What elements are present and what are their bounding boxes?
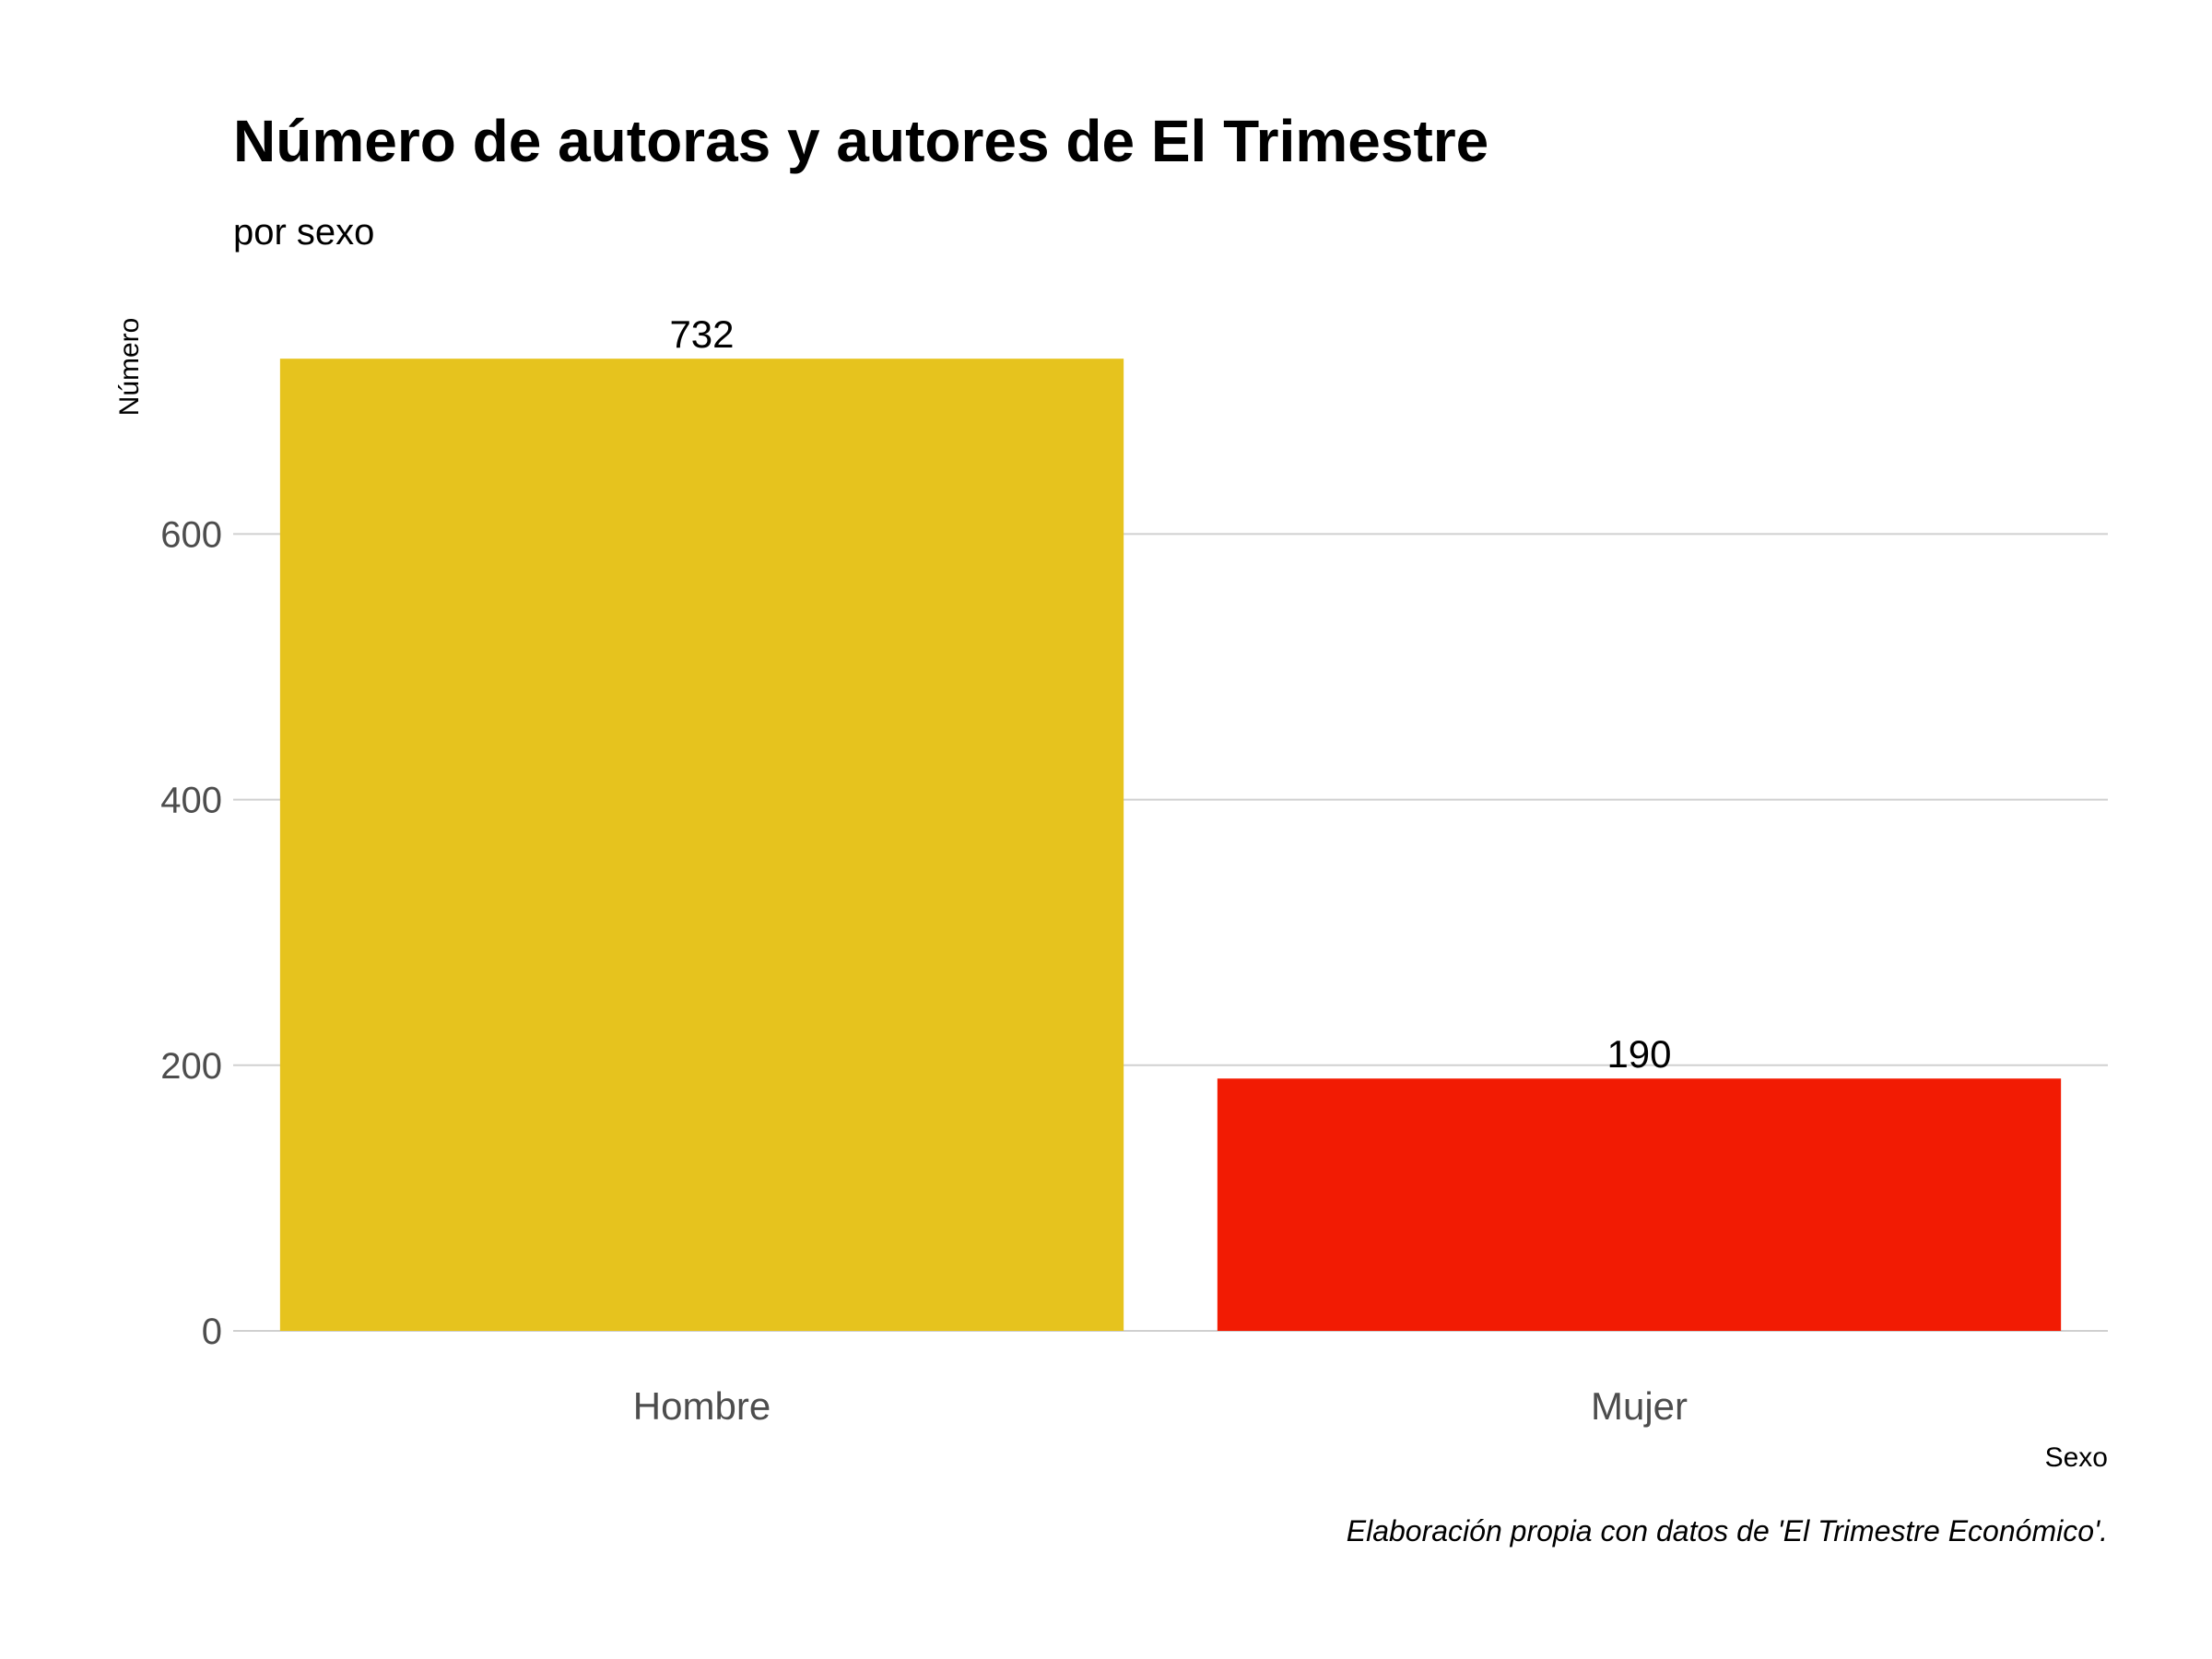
chart-title: Número de autoras y autores de El Trimes… [233,108,1488,174]
chart-subtitle: por sexo [233,212,374,253]
x-axis-label: Sexo [2045,1442,2108,1473]
x-axis-ticks: Hombre Mujer [633,1384,1688,1428]
bar-mujer [1217,1078,2062,1331]
bar-hombre [279,359,1124,1332]
chart-caption: Elaboración propia con datos de 'El Trim… [1347,1514,2108,1547]
data-label-mujer: 190 [1606,1032,1671,1076]
bars [279,359,2062,1332]
y-tick-label-400: 400 [160,781,222,821]
y-tick-label-200: 200 [160,1046,222,1087]
y-tick-label-600: 600 [160,514,222,555]
y-tick-label-0: 0 [202,1312,222,1352]
y-axis-ticks: 0 200 400 600 [160,514,222,1352]
y-axis-label: Número [114,318,145,417]
data-label-hombre: 732 [669,312,734,356]
x-tick-label-mujer: Mujer [1591,1384,1688,1428]
data-labels: 732 190 [669,312,1671,1076]
x-tick-label-hombre: Hombre [633,1384,771,1428]
